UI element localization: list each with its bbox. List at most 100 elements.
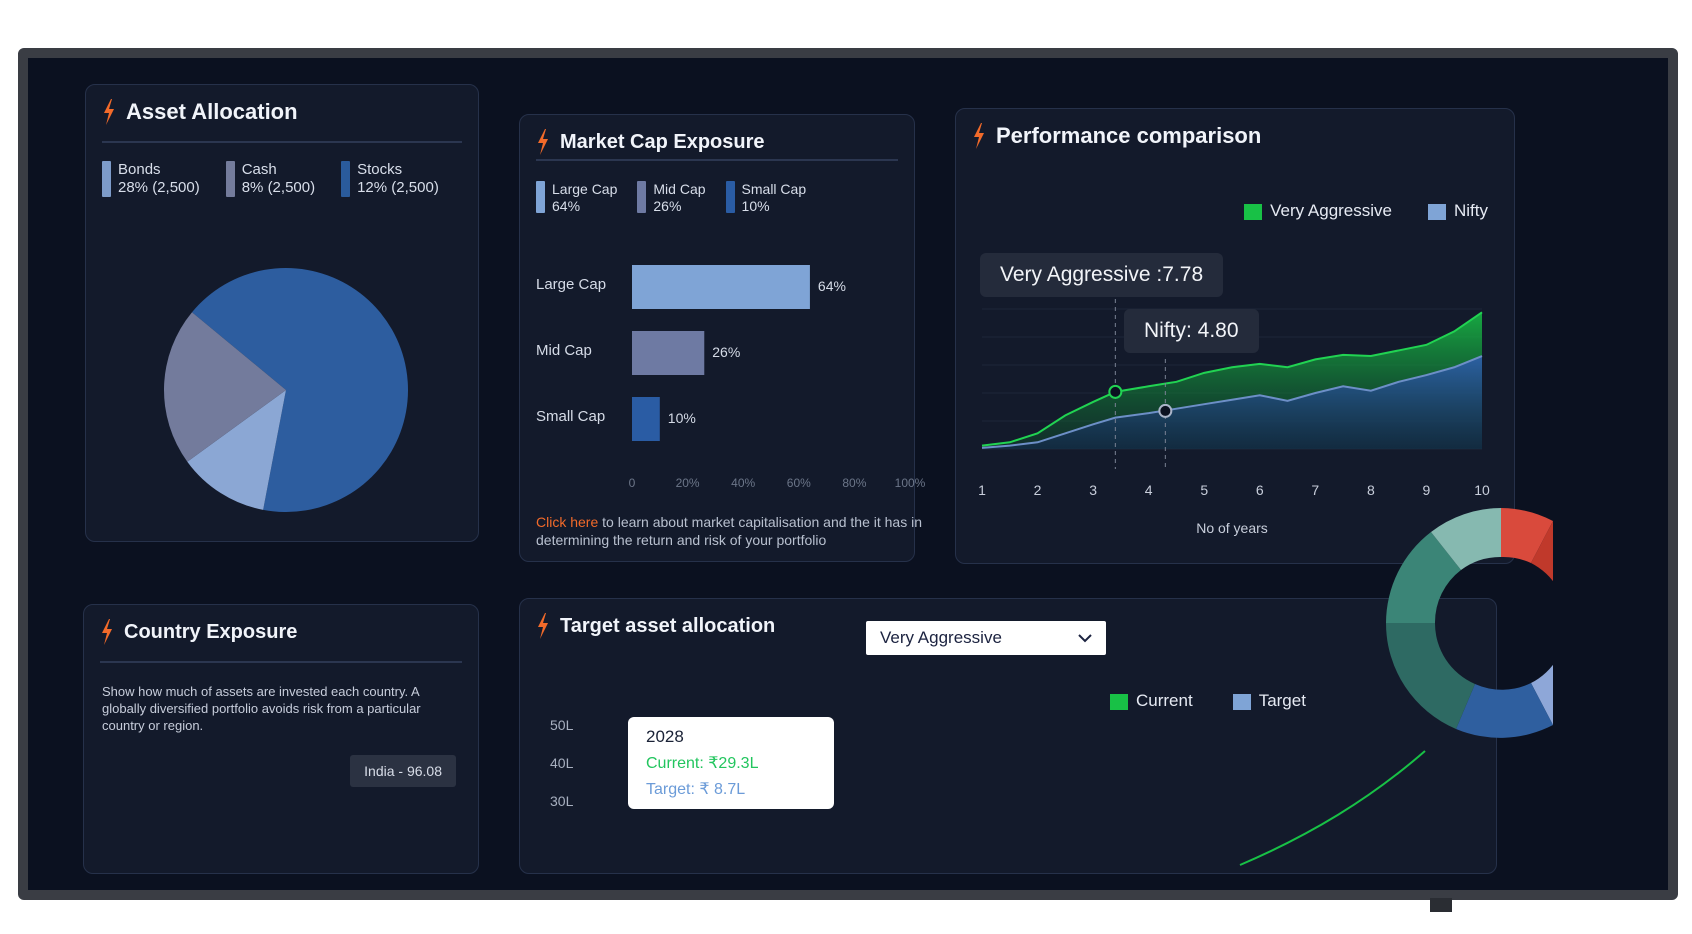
x-axis-label: No of years (1196, 520, 1268, 536)
legend-name: Large Cap (552, 181, 618, 197)
swatch-very-aggressive (1244, 203, 1263, 220)
risk-profile-select[interactable]: Very Aggressive (866, 621, 1106, 655)
x-tick-label: 20% (676, 476, 700, 490)
y-tick: 50L (550, 717, 574, 733)
market-cap-bar-chart: Large Cap 64% Mid Cap 26% Small Cap 10% 0 20% 40… (536, 265, 926, 490)
legend-item-nifty: Nifty (1428, 201, 1488, 221)
market-cap-info: Click here to learn about market capital… (536, 513, 936, 549)
legend-label: Target (1258, 691, 1306, 710)
legend-name: Small Cap (741, 181, 807, 197)
legend-name: Cash (241, 161, 277, 178)
legend-item-cash: Cash 8% (2,500) (225, 161, 315, 197)
bar-large-cap (632, 265, 810, 309)
select-value: Very Aggressive (880, 628, 1002, 647)
market-cap-info-text: to learn about market capitalisation and… (536, 514, 923, 548)
legend-name: Stocks (357, 161, 403, 178)
x-tick-label: 40% (731, 476, 755, 490)
swatch-bonds (102, 161, 111, 197)
x-tick-label: 100% (895, 476, 926, 490)
country-description: Show how much of assets are invested eac… (102, 684, 421, 733)
asset-allocation-title: Asset Allocation (126, 99, 298, 124)
swatch-mid-cap (637, 181, 647, 213)
legend-item-large-cap: Large Cap 64% (536, 181, 617, 215)
country-chip-india[interactable]: India - 96.08 (350, 755, 456, 787)
swatch-nifty (1428, 203, 1446, 220)
bar-category-label: Mid Cap (536, 342, 592, 359)
swatch-cash (225, 161, 235, 197)
tooltip-very-aggressive: Very Aggressive :7.78 (980, 253, 1224, 297)
asset-pie-chart (164, 268, 408, 512)
click-here-link[interactable]: Click here (536, 514, 599, 530)
swatch-current (1110, 693, 1128, 710)
country-exposure-title: Country Exposure (124, 620, 298, 643)
divider (102, 141, 462, 143)
bolt-icon (102, 619, 112, 645)
swatch-small-cap (725, 181, 735, 213)
target-tooltip: 2028 Current: ₹29.3L Target: ₹ 8.7L (628, 717, 834, 809)
x-tick-label: 8 (1367, 482, 1375, 498)
performance-title: Performance comparison (996, 123, 1262, 148)
x-tick-label: 7 (1311, 482, 1319, 498)
swatch-large-cap (536, 181, 545, 213)
market-cap-panel: Market Cap Exposure Large Cap 64% Mid Cap… (519, 114, 926, 562)
tooltip-current: Current: ₹29.3L (646, 755, 759, 772)
line-very-aggressive (981, 311, 1483, 447)
pie-slice-cash (164, 312, 286, 462)
x-tick-label: 6 (1256, 482, 1264, 498)
legend-label: Nifty (1454, 201, 1488, 220)
y-tick: 30L (550, 793, 574, 809)
legend-detail: 64% (552, 198, 581, 214)
x-tick-label: 5 (1200, 482, 1208, 498)
target-allocation-title: Target asset allocation (560, 614, 776, 637)
legend-name: Bonds (118, 161, 161, 178)
monitor-screen: Asset Allocation Bonds 28% (2,500) Cash 8%… (18, 48, 1678, 900)
performance-area-chart: 1 2 3 4 5 6 7 8 9 10 No of years (978, 299, 1490, 536)
y-tick: 40L (550, 755, 574, 771)
legend-item-target: Target (1232, 691, 1306, 711)
marker-nifty[interactable] (1158, 403, 1173, 418)
x-tick-label: 0 (629, 476, 636, 490)
x-tick-label: 80% (842, 476, 866, 490)
current-growth-line (1239, 750, 1426, 866)
legend-detail: 28% (2,500) (118, 179, 200, 196)
tooltip-target: Target: ₹ 8.7L (646, 781, 746, 798)
bar-value-label: 26% (712, 344, 740, 360)
bar-category-label: Large Cap (536, 276, 606, 293)
bar-mid-cap (632, 331, 705, 375)
pie-slice-bonds (187, 390, 286, 510)
monitor-stand (1430, 898, 1452, 912)
bolt-icon (104, 99, 114, 125)
legend-item-very-aggressive: Very Aggressive (1244, 201, 1392, 221)
legend-item-bonds: Bonds 28% (2,500) (102, 161, 200, 197)
x-tick-label: 9 (1423, 482, 1431, 498)
divider (100, 661, 462, 663)
swatch-target (1232, 693, 1251, 710)
bolt-icon (974, 123, 984, 149)
legend-detail: 10% (741, 198, 770, 214)
legend-item-small-cap: Small Cap 10% (725, 181, 807, 215)
legend-item-mid-cap: Mid Cap 26% (637, 181, 706, 215)
x-tick-label: 1 (978, 482, 986, 498)
area-nifty (982, 356, 1482, 449)
legend-label: Current (1136, 691, 1193, 710)
country-exposure-panel: Country Exposure Show how much of assets… (83, 604, 479, 874)
legend-item-current: Current (1110, 691, 1193, 711)
bar-category-label: Small Cap (536, 408, 605, 425)
legend-detail: 12% (2,500) (357, 179, 439, 196)
market-cap-title: Market Cap Exposure (560, 130, 765, 153)
performance-panel: Performance comparison Very Aggressive N… (955, 108, 1515, 564)
legend-label: Very Aggressive (1270, 201, 1392, 220)
performance-legend: Very Aggressive Nifty (1244, 201, 1488, 221)
x-tick-label: 2 (1034, 482, 1042, 498)
asset-legend: Bonds 28% (2,500) Cash 8% (2,500) Stocks 12… (102, 161, 439, 197)
bar-value-label: 10% (668, 410, 696, 426)
legend-detail: 26% (653, 198, 682, 214)
x-tick-label: 4 (1145, 482, 1153, 498)
marker-very-aggressive[interactable] (1108, 384, 1123, 399)
target-legend: Current Target (1110, 691, 1306, 711)
pie-slice-stocks (191, 268, 408, 512)
bolt-icon (538, 129, 548, 155)
tooltip-year: 2028 (646, 727, 684, 746)
legend-item-stocks: Stocks 12% (2,500) (341, 161, 439, 197)
tooltip-nifty: Nifty: 4.80 (1124, 309, 1259, 353)
